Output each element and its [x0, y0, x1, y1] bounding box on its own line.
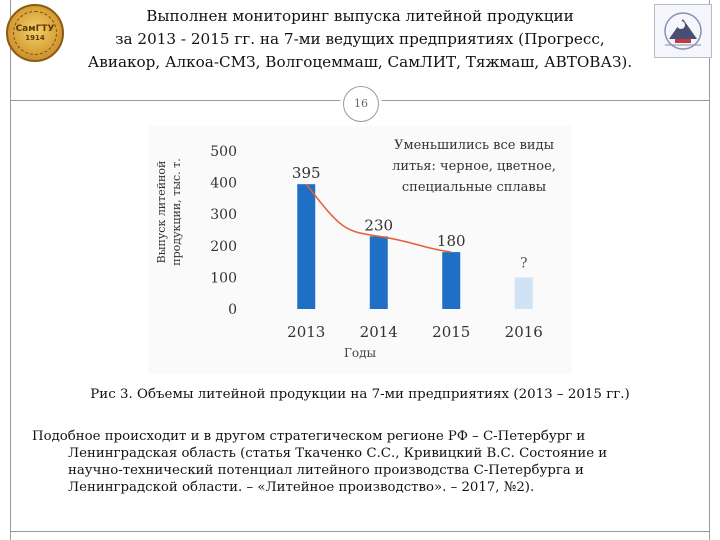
bar-placeholder-2016: [514, 277, 533, 309]
y-tick-label: 200: [210, 239, 237, 255]
data-label-2015: 180: [437, 232, 466, 250]
x-tick-label-2013: 2013: [287, 323, 325, 341]
data-label-2014: 230: [364, 216, 393, 234]
body-line-1: Подобное происходит и в другом стратегич…: [32, 429, 586, 444]
title-line-2: за 2013 - 2015 гг. на 7-ми ведущих предп…: [115, 30, 605, 48]
department-logo: [654, 4, 712, 58]
logo-ring: [13, 11, 57, 55]
bar-2014: [369, 236, 388, 309]
y-tick-label: 500: [210, 144, 237, 160]
y-tick-label: 0: [228, 302, 237, 318]
x-tick-label-2014: 2014: [360, 323, 398, 341]
y-tick-label: 100: [210, 270, 237, 286]
y-tick-label: 300: [210, 207, 237, 223]
data-label-2016: ?: [520, 255, 528, 271]
slide-frame-left: [10, 0, 11, 540]
university-logo: СамГТУ 1914: [6, 4, 64, 62]
page-number: 16: [343, 86, 379, 122]
body-paragraph: Подобное происходит и в другом стратегич…: [32, 428, 692, 496]
x-tick-label-2016: 2016: [505, 323, 543, 341]
figure-caption: Рис 3. Объемы литейной продукции на 7-ми…: [90, 387, 630, 402]
department-emblem-icon: [664, 12, 702, 50]
bar-2013: [297, 184, 316, 309]
y-tick-label: 400: [210, 176, 237, 192]
trend-line: [305, 183, 452, 253]
ylabel-line-2: продукции, тыс. т.: [170, 158, 183, 265]
ylabel-line-1: Выпуск литейной: [155, 161, 168, 264]
bar-2015: [442, 252, 461, 309]
annotation-line-3: специальные сплавы: [402, 180, 546, 195]
x-tick-label-2015: 2015: [432, 323, 470, 341]
title-line-1: Выполнен мониторинг выпуска литейной про…: [146, 7, 574, 25]
slide-frame-right: [709, 0, 710, 540]
chart-ylabel: Выпуск литейной продукции, тыс. т.: [150, 150, 190, 275]
data-label-2013: 395: [292, 164, 321, 182]
x-axis-label: Годы: [344, 346, 377, 360]
body-line-4: Ленинградской области. – «Литейное произ…: [68, 480, 535, 495]
title-line-3: Авиакор, Алкоа-СМЗ, Волгоцеммаш, СамЛИТ,…: [87, 53, 633, 71]
slide-title: Выполнен мониторинг выпуска литейной про…: [30, 5, 690, 74]
annotation-line-1: Уменьшились все виды: [394, 138, 554, 153]
slide-frame-bottom: [10, 531, 710, 532]
ylabel-svg: Выпуск литейной продукции, тыс. т.: [155, 158, 183, 265]
body-line-3: научно-технический потенциал литейного п…: [68, 463, 584, 478]
annotation-line-2: литья: черное, цветное,: [392, 159, 556, 174]
body-line-2: Ленинградская область (статья Ткаченко С…: [68, 446, 608, 461]
chart-area: [148, 126, 572, 374]
